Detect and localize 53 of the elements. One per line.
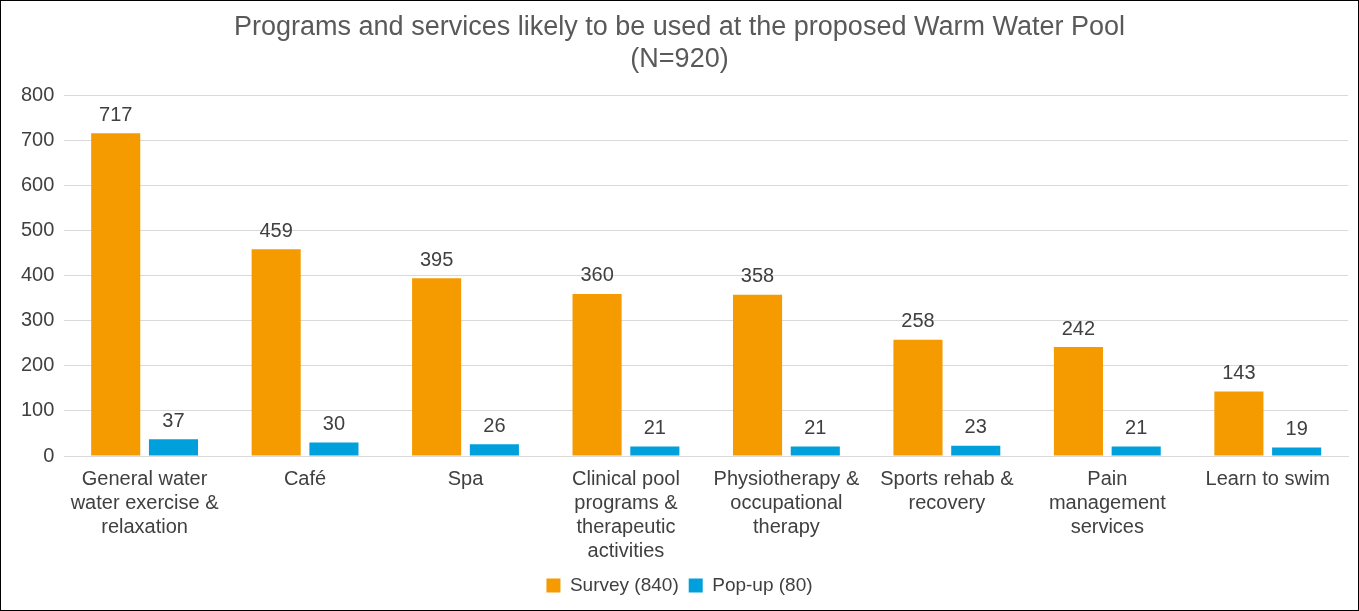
bar [1272, 447, 1322, 456]
data-label: 258 [901, 309, 935, 332]
legend-label: Survey (840) [569, 573, 679, 595]
data-label: 358 [740, 264, 775, 287]
data-label: 21 [804, 416, 827, 439]
chart-subtitle: (N=920) [630, 43, 729, 74]
bar [469, 444, 519, 456]
y-tick-label: 200 [20, 353, 55, 376]
bar [630, 446, 680, 456]
bar [251, 249, 301, 456]
chart-title: Programs and services likely to be used at the proposed Warm Water Pool [234, 10, 1125, 41]
bar [951, 445, 1001, 456]
y-tick-label: 100 [20, 398, 55, 421]
x-tick-label: Physiotherapy & occupational therapy [713, 466, 860, 537]
y-tick-label: 600 [20, 173, 55, 196]
x-tick-label: Sports rehab & recovery [880, 466, 1015, 513]
bar [732, 294, 783, 456]
bar [412, 278, 462, 456]
data-label: 21 [643, 416, 666, 439]
data-label: 19 [1285, 416, 1308, 439]
legend-label: Pop-up (80) [712, 573, 813, 595]
bar [91, 133, 141, 456]
bar [1214, 391, 1264, 456]
data-label: 37 [162, 408, 185, 431]
data-label: 717 [99, 102, 133, 125]
bar [1111, 446, 1161, 456]
data-label: 242 [1061, 316, 1096, 339]
y-tick-label: 0 [43, 443, 55, 466]
data-label: 459 [259, 218, 293, 241]
x-tick-label: Clinical pool programs & therapeutic activities [572, 466, 680, 561]
bar [790, 446, 840, 456]
x-tick-label: General water water exercise & relaxation [69, 466, 220, 537]
bar [893, 339, 943, 456]
x-tick-label: Café [283, 466, 327, 489]
y-tick-label: 300 [20, 308, 55, 331]
x-tick-label: Learn to swim [1205, 466, 1331, 489]
x-tick-label: Pain management services [1048, 466, 1167, 537]
y-tick-label: 800 [20, 83, 55, 106]
data-label: 21 [1125, 416, 1148, 439]
data-label: 26 [483, 413, 506, 436]
bar [572, 293, 622, 456]
y-tick-label: 500 [20, 218, 55, 241]
data-label: 360 [580, 263, 614, 286]
data-label: 143 [1222, 361, 1256, 384]
bar [309, 442, 359, 456]
bar [148, 439, 199, 456]
x-tick-label: Spa [447, 466, 485, 489]
y-tick-label: 400 [20, 263, 55, 286]
data-label: 23 [964, 415, 987, 438]
data-label: 30 [322, 412, 346, 435]
data-label: 395 [419, 247, 454, 270]
y-tick-label: 700 [20, 128, 55, 151]
bar [1053, 347, 1103, 456]
